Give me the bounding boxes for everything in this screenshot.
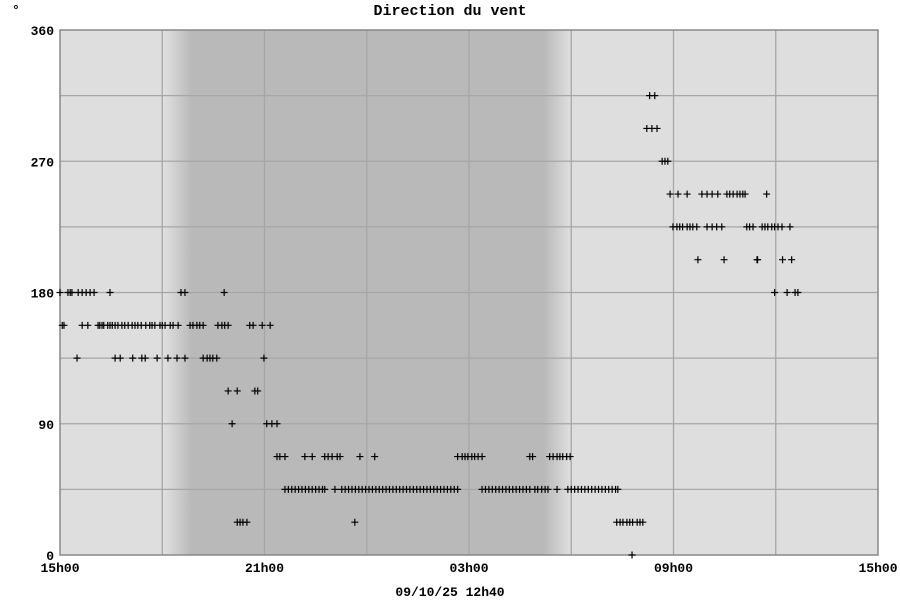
data-point [73,354,81,362]
data-point [651,92,659,100]
data-point [90,289,98,296]
data-point [260,354,268,362]
data-point [224,321,232,329]
data-point [749,223,757,231]
data-point [116,354,124,362]
x-tick-label: 15h00 [858,561,897,576]
data-point [164,354,172,362]
data-point [273,420,281,428]
data-point [628,551,636,559]
data-point [56,289,64,296]
data-point [754,256,762,264]
data-point [763,190,771,198]
y-tick-label: 270 [31,155,55,170]
x-axis: 15h00 21h00 03h00 09h00 15h00 [40,561,897,576]
data-point [129,354,137,362]
data-point [181,354,189,362]
chart-title: Direction du vent [373,3,526,20]
y-tick-label: 0 [46,549,54,564]
data-point [249,321,257,329]
data-point [786,223,794,231]
data-point [794,289,802,296]
data-point [173,354,181,362]
data-point [741,190,749,198]
data-point [228,420,236,428]
data-point [694,256,702,264]
data-point [788,256,796,264]
data-point [254,387,262,395]
data-point [356,453,364,461]
data-point [321,485,329,493]
data-point [336,453,344,461]
data-point [301,453,309,461]
data-point [174,321,182,329]
data-point [233,387,241,395]
data-point [454,485,462,493]
y-tick-label: 360 [31,24,55,39]
data-point [331,485,339,493]
data-point [141,354,149,362]
data-point [213,354,221,362]
data-point [181,289,189,296]
data-point [771,289,779,296]
data-point [639,518,647,526]
x-tick-label: 15h00 [40,561,79,576]
data-point [718,223,726,231]
data-point [68,289,76,296]
x-tick-label: 09h00 [654,561,693,576]
data-point [614,485,622,493]
data-point [266,321,274,329]
data-point [693,223,701,231]
timestamp-footer: 09/10/25 12h40 [395,585,504,600]
data-point [664,157,672,165]
data-point [683,190,691,198]
data-point [666,190,674,198]
data-point [224,387,232,395]
data-point [478,453,486,461]
data-point [566,453,574,461]
x-tick-label: 03h00 [449,561,488,576]
data-point [106,289,114,296]
x-tick-label: 21h00 [245,561,284,576]
data-point [714,190,722,198]
data-points [56,92,802,559]
data-point [220,289,228,296]
data-point [153,354,161,362]
data-point [779,256,787,264]
data-point [553,485,561,493]
data-point [720,256,728,264]
data-point [199,321,207,329]
data-point [351,518,359,526]
data-point [243,518,251,526]
data-point [529,453,537,461]
data-point [258,321,266,329]
y-axis: 0 90 180 270 360 [31,24,55,564]
data-point [308,453,316,461]
data-point [653,124,661,132]
data-point [674,190,682,198]
data-point [281,453,289,461]
unit-label: ° [12,3,20,18]
data-point [544,485,552,493]
y-tick-label: 90 [38,418,54,433]
data-point [371,453,379,461]
plot-area [59,29,879,556]
data-point [84,321,92,329]
data-point [778,223,786,231]
data-point [783,289,791,296]
y-tick-label: 180 [31,287,55,302]
data-point [60,321,68,329]
